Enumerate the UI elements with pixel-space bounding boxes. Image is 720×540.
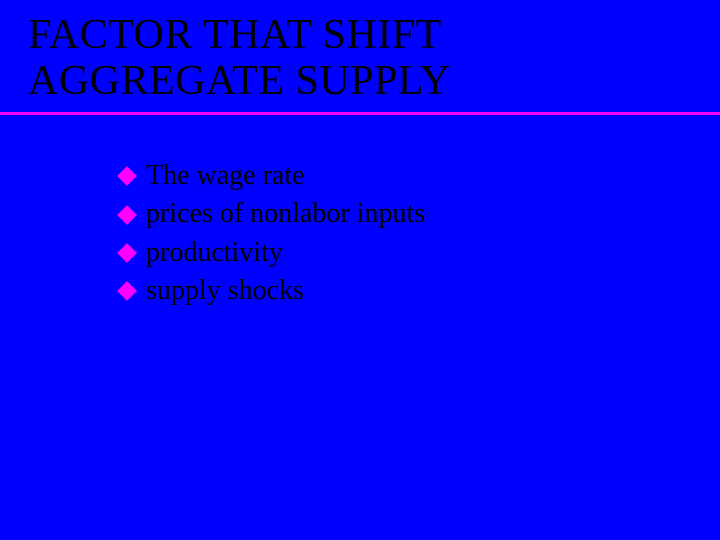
list-item: supply shocks xyxy=(120,273,425,309)
title-line-1: FACTOR THAT SHIFT xyxy=(28,12,442,58)
bullet-text: supply shocks xyxy=(146,273,304,309)
diamond-icon xyxy=(117,243,137,263)
bullet-text: productivity xyxy=(146,235,283,271)
bullet-list: The wage rate prices of nonlabor inputs … xyxy=(120,158,425,312)
list-item: prices of nonlabor inputs xyxy=(120,196,425,232)
slide-title: FACTOR THAT SHIFT AGGREGATE SUPPLY xyxy=(0,0,720,104)
diamond-icon xyxy=(117,281,137,301)
title-line-2: AGGREGATE SUPPLY xyxy=(28,58,451,104)
list-item: productivity xyxy=(120,235,425,271)
bullet-text: prices of nonlabor inputs xyxy=(146,196,425,232)
diamond-icon xyxy=(117,205,137,225)
diamond-icon xyxy=(117,166,137,186)
bullet-text: The wage rate xyxy=(146,158,305,194)
title-underline xyxy=(0,112,720,115)
list-item: The wage rate xyxy=(120,158,425,194)
